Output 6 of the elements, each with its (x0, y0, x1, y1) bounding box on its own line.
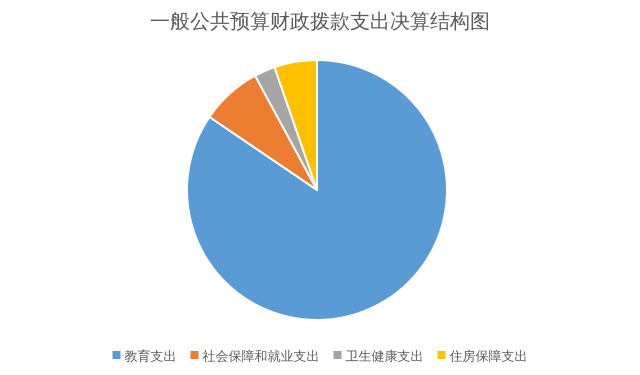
legend-label: 社会保障和就业支出 (202, 350, 320, 365)
legend-label: 卫生健康支出 (346, 350, 424, 365)
legend-label: 住房保障支出 (448, 348, 528, 365)
legend-label: 教育支出 (124, 348, 176, 365)
pie-slice (186, 59, 448, 321)
chart-title: 一般公共预算财政拨款支出决算结构图 (150, 9, 490, 33)
